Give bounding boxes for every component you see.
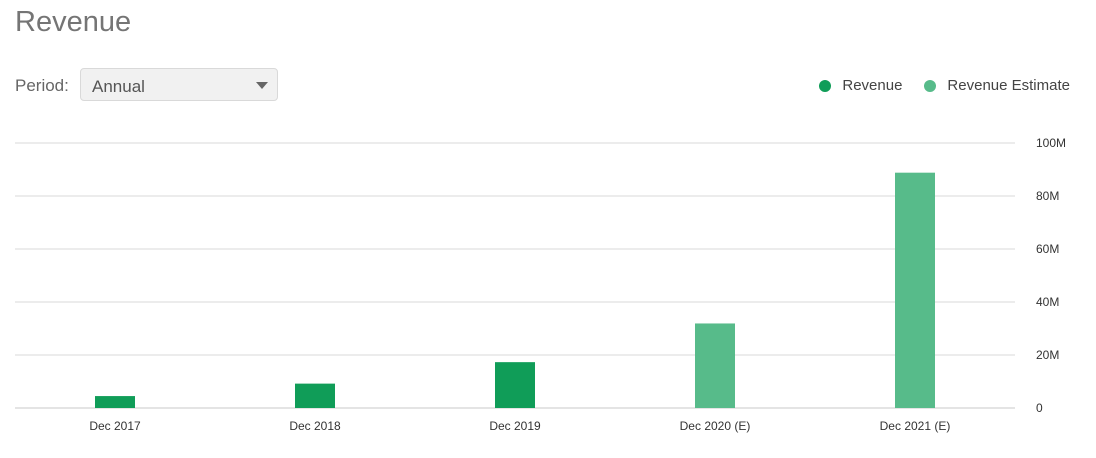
revenue-bar — [95, 396, 135, 408]
x-tick-label: Dec 2017 — [89, 419, 141, 433]
page-title: Revenue — [15, 6, 132, 38]
x-tick-label: Dec 2021 (E) — [880, 419, 951, 433]
y-tick-label: 20M — [1036, 348, 1059, 362]
legend-label-revenue-estimate: Revenue Estimate — [947, 77, 1070, 94]
chart-legend: Revenue Revenue Estimate — [819, 77, 1070, 94]
x-tick-label: Dec 2018 — [289, 419, 341, 433]
x-tick-label: Dec 2020 (E) — [680, 419, 751, 433]
x-tick-label: Dec 2019 — [489, 419, 541, 433]
legend-dot-revenue — [819, 79, 832, 92]
legend-item-revenue[interactable]: Revenue — [819, 77, 902, 94]
chevron-down-icon — [256, 82, 268, 89]
legend-dot-revenue-estimate — [924, 79, 937, 92]
revenue-estimate-bar — [695, 323, 735, 408]
revenue-bar — [295, 383, 335, 408]
revenue-bar — [495, 362, 535, 408]
y-tick-label: 0 — [1036, 401, 1043, 415]
legend-item-revenue-estimate[interactable]: Revenue Estimate — [924, 77, 1070, 94]
period-select[interactable]: Annual — [80, 68, 278, 101]
revenue-bar-chart: 0 20M 40M 60M 80M 100M Dec 2017 Dec 2018 Dec 201… — [15, 136, 1066, 433]
period-label: Period: — [15, 76, 69, 95]
y-tick-label: 100M — [1036, 136, 1066, 150]
revenue-estimate-bar — [895, 172, 935, 408]
period-select-value: Annual — [92, 77, 145, 96]
legend-label-revenue: Revenue — [842, 77, 903, 94]
y-tick-label: 60M — [1036, 242, 1059, 256]
y-tick-label: 40M — [1036, 295, 1059, 309]
y-tick-label: 80M — [1036, 189, 1059, 203]
